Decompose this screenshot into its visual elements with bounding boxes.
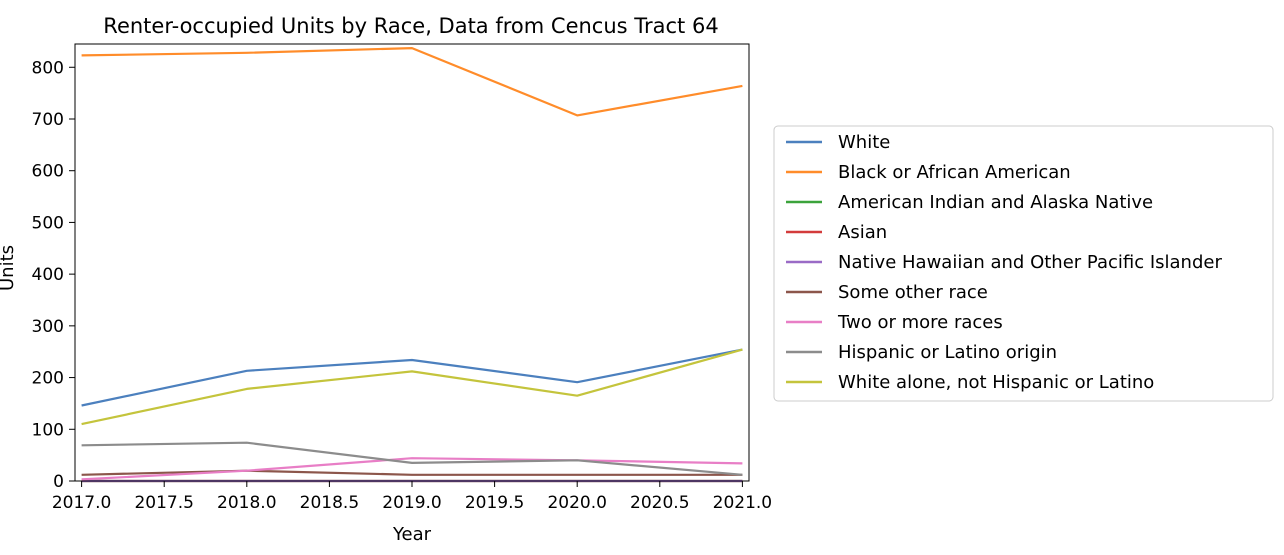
series-layer	[81, 46, 743, 483]
x-tick-label: 2020.0	[547, 493, 606, 513]
legend-label: Native Hawaiian and Other Pacific Island…	[838, 252, 1222, 273]
y-tick-label: 200	[32, 369, 64, 389]
x-tick-label: 2019.5	[465, 493, 524, 513]
x-tick-label: 2017.0	[52, 493, 111, 513]
legend-label: Two or more races	[837, 312, 1003, 333]
x-tick-label: 2017.5	[134, 493, 193, 513]
legend-label: American Indian and Alaska Native	[838, 192, 1153, 213]
plot-frame	[74, 43, 750, 482]
legend-label: White	[838, 132, 890, 153]
legend-label: White alone, not Hispanic or Latino	[838, 372, 1154, 393]
x-axis: 2017.0 2017.5 2018.0 2018.5 2019.0 2019.5 2020…	[52, 481, 772, 513]
y-tick-label: 600	[32, 162, 64, 182]
x-tick-label: 2020.5	[630, 493, 689, 513]
y-axis: 0 100 200 300 400 500 600 700 800	[32, 58, 75, 492]
x-tick-label: 2021.0	[713, 493, 772, 513]
x-tick-label: 2018.5	[300, 493, 359, 513]
legend-label: Hispanic or Latino origin	[838, 342, 1057, 363]
series-line-8	[81, 348, 743, 426]
series-line-5	[81, 469, 743, 476]
legend: White Black or African American American I…	[773, 125, 1274, 402]
y-tick-label: 400	[32, 265, 64, 285]
x-tick-label: 2019.0	[382, 493, 441, 513]
y-tick-label: 700	[32, 110, 64, 130]
y-axis-label: Units	[0, 245, 18, 291]
legend-frame	[773, 125, 1274, 402]
series-line-7	[81, 441, 743, 476]
y-tick-label: 0	[53, 472, 64, 492]
y-tick-label: 300	[32, 317, 64, 337]
legend-label: Asian	[838, 222, 887, 243]
chart-title: Renter-occupied Units by Race, Data from…	[103, 14, 718, 38]
series-line-1	[81, 46, 743, 117]
y-tick-label: 100	[32, 420, 64, 440]
x-axis-label: Year	[392, 524, 432, 545]
series-line-0	[81, 348, 743, 407]
y-tick-label: 800	[32, 58, 64, 78]
series-line-6	[81, 457, 743, 481]
legend-label: Black or African American	[838, 162, 1071, 183]
y-tick-label: 500	[32, 213, 64, 233]
legend-label: Some other race	[838, 282, 988, 303]
x-tick-label: 2018.0	[217, 493, 276, 513]
